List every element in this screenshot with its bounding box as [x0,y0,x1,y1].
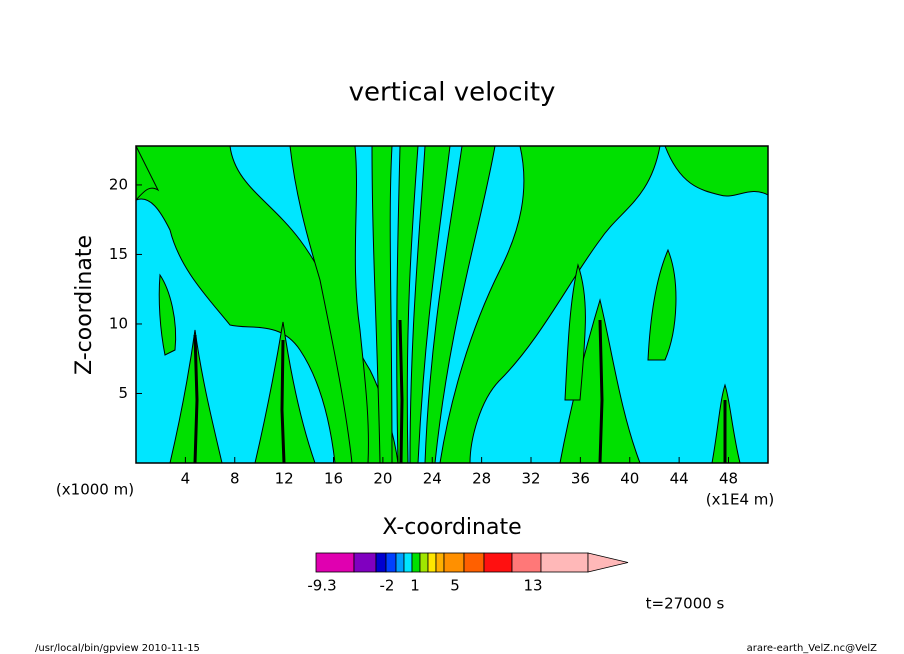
colorbar-box [315,552,355,573]
y-axis-label: Z-coordinate [72,235,97,375]
chart-title: vertical velocity [349,78,556,108]
colorbar-arrow [587,552,629,573]
colorbar-box [375,552,387,573]
colorbar-box [540,552,589,573]
colorbar-box [395,552,405,573]
colorbar-label: -2 [380,577,395,595]
x-tick-label: 28 [472,470,491,488]
x-tick-label: 40 [620,470,639,488]
colorbar-box [419,552,429,573]
colorbar-box [463,552,485,573]
y-tick-label: 5 [118,384,128,402]
x-tick-label: 44 [670,470,689,488]
x-tick-label: 16 [324,470,343,488]
y-tick-label: 15 [109,245,128,263]
x-tick-label: 36 [571,470,590,488]
colorbar-box [385,552,397,573]
y-tick-label: 20 [109,175,128,193]
time-label: t=27000 s [646,595,725,613]
x-scale-note: (x1E4 m) [706,491,775,509]
x-unit: (x1000 m) [56,481,134,499]
colorbar-label: 13 [523,577,542,595]
x-tick-label: 48 [719,470,738,488]
colorbar-box [443,552,465,573]
x-tick-label: 12 [275,470,294,488]
colorbar-box [403,552,413,573]
colorbar-box [353,552,377,573]
x-tick-label: 8 [230,470,240,488]
plot-frame [135,145,769,464]
colorbar-label: 1 [410,577,420,595]
x-tick-label: 4 [181,470,191,488]
colorbar-box [435,552,445,573]
footer-right: arare-earth_VelZ.nc@VelZ [747,643,878,654]
colorbar-box [411,552,421,573]
x-axis-label: X-coordinate [382,515,521,540]
footer-left: /usr/local/bin/gpview 2010-11-15 [35,643,200,654]
x-tick-label: 32 [521,470,540,488]
contour-field [136,146,768,463]
colorbar-box [427,552,437,573]
x-tick-label: 20 [373,470,392,488]
colorbar-label: -9.3 [307,577,336,595]
colorbar-box [483,552,513,573]
colorbar-label: 5 [450,577,460,595]
colorbar-box [511,552,542,573]
y-tick-label: 10 [109,314,128,332]
x-tick-label: 24 [423,470,442,488]
